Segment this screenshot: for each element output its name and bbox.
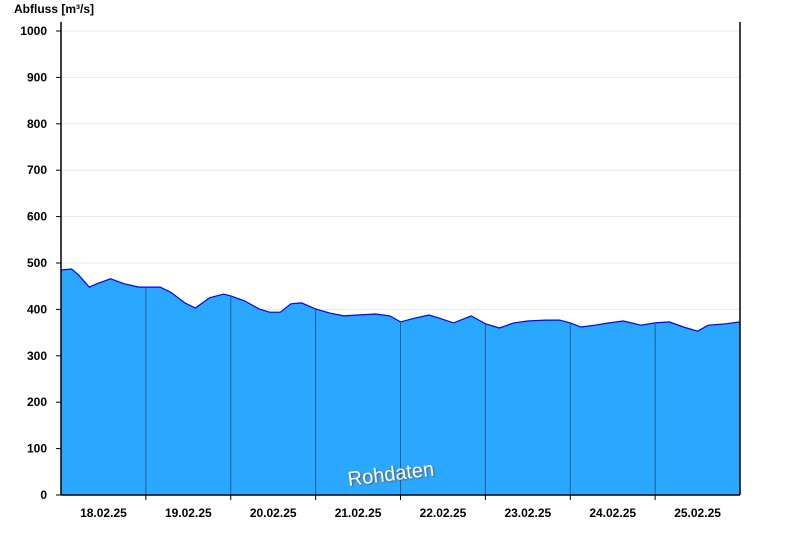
y-tick-label: 600	[27, 210, 47, 224]
x-tick-label: 24.02.25	[589, 506, 636, 520]
series-line	[60, 268, 741, 332]
x-tick-label: 22.02.25	[420, 506, 467, 520]
y-tick-label: 900	[27, 70, 47, 84]
y-tick-label: 300	[27, 349, 47, 363]
y-tick-label: 1000	[20, 24, 47, 38]
y-tick-label: 700	[27, 163, 47, 177]
x-tick-label: 25.02.25	[674, 506, 721, 520]
x-tick-label: 20.02.25	[250, 506, 297, 520]
y-tick-label: 800	[27, 117, 47, 131]
x-tick-label: 18.02.25	[80, 506, 127, 520]
y-tick-label: 400	[27, 302, 47, 316]
y-tick-label: 500	[27, 256, 47, 270]
y-tick-label: 100	[27, 442, 47, 456]
y-tick-label: 200	[27, 395, 47, 409]
x-tick-label: 23.02.25	[504, 506, 551, 520]
x-tick-label: 19.02.25	[165, 506, 212, 520]
y-tick-label: 0	[40, 488, 47, 502]
y-axis-label: Abfluss [m³/s]	[14, 2, 94, 16]
x-tick-label: 21.02.25	[335, 506, 382, 520]
